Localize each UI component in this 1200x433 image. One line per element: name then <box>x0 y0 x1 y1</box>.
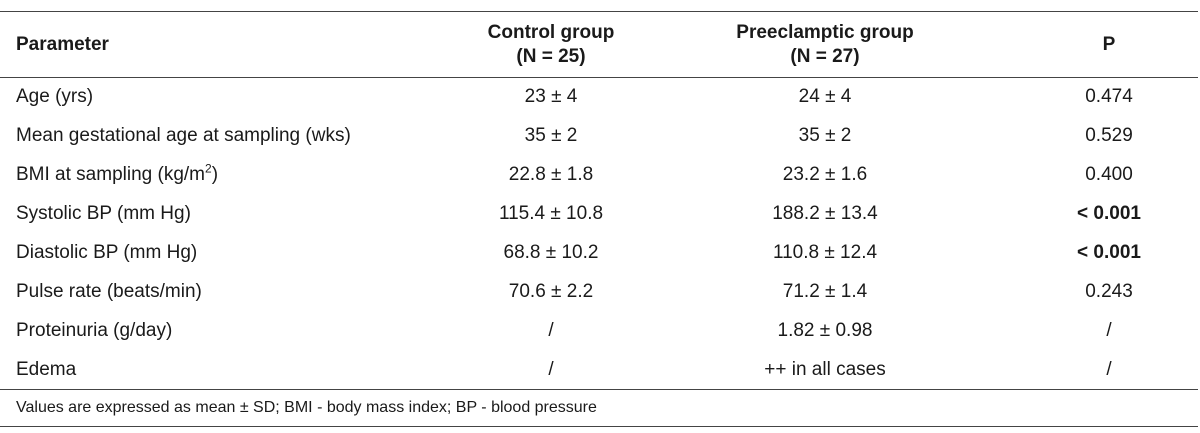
row-control-value: 68.8 ± 10.2 <box>503 242 599 263</box>
header-row: Parameter Control group (N = 25) Preecla… <box>0 11 1198 78</box>
row-p-value: < 0.001 <box>1077 242 1141 263</box>
row-control-value: 35 ± 2 <box>524 125 578 146</box>
table-row: Pulse rate (beats/min) 70.6 ± 2.2 71.2 ±… <box>0 273 1198 312</box>
table-row: Proteinuria (g/day) / 1.82 ± 0.98 / <box>0 312 1198 351</box>
row-parameter: Pulse rate (beats/min) <box>16 281 202 302</box>
row-p-value: / <box>1106 320 1112 341</box>
table-row: Mean gestational age at sampling (wks) 3… <box>0 117 1198 156</box>
row-control-value: 115.4 ± 10.8 <box>498 203 604 224</box>
row-parameter: Edema <box>0 350 440 390</box>
row-parameter: Mean gestational age at sampling (wks) <box>16 125 351 146</box>
row-parameter-superscript: 2 <box>205 161 212 176</box>
header-control-n: (N = 25) <box>516 45 586 67</box>
row-parameter: Diastolic BP (mm Hg) <box>16 242 198 263</box>
table-row: Age (yrs) 23 ± 4 24 ± 4 0.474 <box>0 78 1198 117</box>
row-control-value: / <box>548 320 554 341</box>
header-preeclamptic-n: (N = 27) <box>790 45 860 67</box>
row-control-value: / <box>440 350 662 390</box>
table-body: Age (yrs) 23 ± 4 24 ± 4 0.474 Mean gesta… <box>0 78 1198 390</box>
table-footer: Values are expressed as mean ± SD; BMI -… <box>0 389 1198 427</box>
row-preeclamptic-value: 24 ± 4 <box>798 86 852 108</box>
header-p-value: P <box>988 11 1198 78</box>
row-parameter: Age (yrs) <box>16 86 94 108</box>
header-control-group: Control group (N = 25) <box>440 11 662 78</box>
row-parameter: Systolic BP (mm Hg) <box>16 203 191 224</box>
table-row: Edema / ++ in all cases / <box>0 350 1198 390</box>
header-preeclamptic-group: Preeclamptic group (N = 27) <box>662 11 988 78</box>
header-preeclamptic-title: Preeclamptic group <box>736 21 914 43</box>
row-parameter-suffix: ) <box>211 164 219 185</box>
data-table: Parameter Control group (N = 25) Preecla… <box>0 11 1198 427</box>
table-row: BMI at sampling (kg/m2) 22.8 ± 1.8 23.2 … <box>0 156 1198 195</box>
row-p-value: 0.243 <box>1085 281 1133 302</box>
row-preeclamptic-value: 71.2 ± 1.4 <box>782 281 868 302</box>
row-p-value: / <box>988 350 1198 390</box>
row-p-value: < 0.001 <box>1077 203 1141 224</box>
row-p-value: 0.529 <box>1085 125 1133 146</box>
row-control-value: 23 ± 4 <box>524 86 578 108</box>
table-footnote: Values are expressed as mean ± SD; BMI -… <box>0 389 1198 427</box>
row-p-value: 0.474 <box>1085 86 1133 108</box>
header-control-title: Control group <box>487 21 615 43</box>
header-parameter: Parameter <box>0 11 440 78</box>
row-preeclamptic-value: 110.8 ± 12.4 <box>772 242 878 263</box>
row-parameter: BMI at sampling (kg/m2) <box>0 156 440 195</box>
footnote-row: Values are expressed as mean ± SD; BMI -… <box>0 389 1198 427</box>
row-preeclamptic-value: 23.2 ± 1.6 <box>782 164 868 185</box>
row-preeclamptic-value: ++ in all cases <box>662 350 988 390</box>
row-parameter-prefix: BMI at sampling (kg/m <box>16 164 205 185</box>
table-row: Systolic BP (mm Hg) 115.4 ± 10.8 188.2 ±… <box>0 195 1198 234</box>
row-p-value: 0.400 <box>1085 164 1133 185</box>
table-header: Parameter Control group (N = 25) Preecla… <box>0 11 1198 78</box>
row-control-value: 22.8 ± 1.8 <box>508 164 594 185</box>
row-preeclamptic-value: 35 ± 2 <box>798 125 852 146</box>
row-preeclamptic-value: 188.2 ± 13.4 <box>772 203 878 224</box>
row-control-value: 70.6 ± 2.2 <box>508 281 594 302</box>
row-preeclamptic-value: 1.82 ± 0.98 <box>777 320 873 341</box>
row-parameter: Proteinuria (g/day) <box>16 320 173 341</box>
table-row: Diastolic BP (mm Hg) 68.8 ± 10.2 110.8 ±… <box>0 234 1198 273</box>
